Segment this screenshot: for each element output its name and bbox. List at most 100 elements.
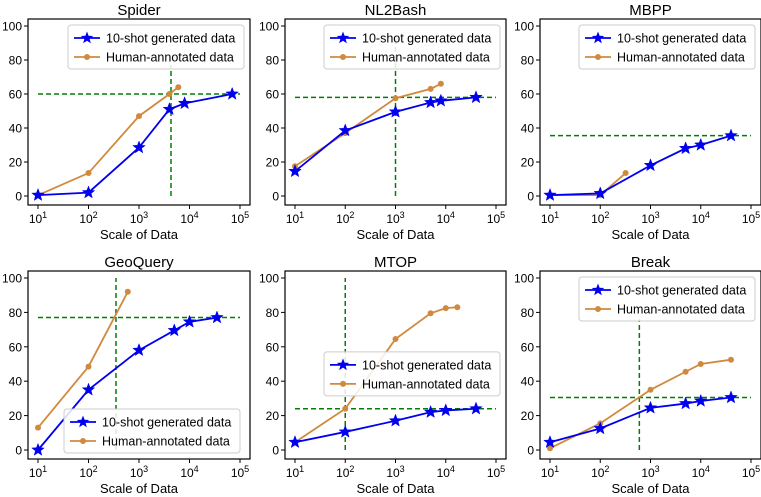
series-line-generated xyxy=(37,93,233,197)
x-tick-label: 104 xyxy=(180,464,198,480)
x-tick-label: 102 xyxy=(79,464,97,480)
data-point-generated xyxy=(438,403,453,417)
x-axis-label: Scale of Data xyxy=(356,481,435,496)
x-tick-label: 104 xyxy=(437,210,455,226)
y-tick-label: 80 xyxy=(9,306,23,320)
data-point-generated xyxy=(81,185,96,199)
data-point-generated xyxy=(132,140,146,154)
legend-box xyxy=(67,24,245,70)
legend-label: Human-annotated data xyxy=(617,303,745,317)
data-point-human xyxy=(697,361,704,367)
data-point-generated xyxy=(31,187,45,201)
x-tick-label: 105 xyxy=(231,210,249,226)
y-tick-label: 40 xyxy=(266,122,280,136)
data-point-generated xyxy=(225,86,240,100)
legend-star-marker xyxy=(591,31,605,44)
y-tick-label: 80 xyxy=(521,306,535,320)
data-point-human xyxy=(547,445,553,452)
legend-circle-marker xyxy=(340,54,346,60)
legend-label: 10-shot generated data xyxy=(106,32,235,46)
y-tick-label: 0 xyxy=(272,444,279,458)
x-tick-label: 105 xyxy=(742,210,760,226)
legend-circle-marker xyxy=(595,54,601,60)
legend-star-marker xyxy=(336,31,350,44)
data-point-generated xyxy=(338,123,353,137)
legend: 10-shot generated data Human-annotated da… xyxy=(578,276,756,322)
x-axis-label: Scale of Data xyxy=(611,227,690,242)
y-tick-label: 40 xyxy=(521,375,535,389)
data-point-generated xyxy=(338,424,353,438)
legend-box xyxy=(323,24,501,70)
legend-box xyxy=(578,276,756,322)
data-point-generated xyxy=(132,343,146,357)
data-point-generated xyxy=(423,404,438,418)
legend-label: Human-annotated data xyxy=(617,51,745,65)
legend: 10-shot generated data Human-annotated da… xyxy=(578,24,756,70)
data-point-generated xyxy=(388,413,403,427)
y-tick-label: 60 xyxy=(9,88,23,102)
x-tick-label: 102 xyxy=(336,464,354,480)
chart-title: GeoQuery xyxy=(104,254,174,271)
data-point-generated xyxy=(434,93,448,107)
data-point-generated xyxy=(31,442,45,456)
series-line-human xyxy=(37,86,179,196)
y-tick-label: 20 xyxy=(9,409,23,423)
x-tick-label: 101 xyxy=(541,210,559,226)
data-point-human xyxy=(427,85,434,92)
data-point-generated xyxy=(724,128,738,142)
data-point-human xyxy=(647,386,654,393)
x-tick-label: 102 xyxy=(591,464,609,480)
y-tick-label: 100 xyxy=(2,20,22,34)
chart-title: MTOP xyxy=(374,254,417,271)
data-point-generated xyxy=(543,187,557,201)
x-tick-label: 103 xyxy=(641,210,659,226)
x-tick-label: 104 xyxy=(437,464,455,480)
y-tick-label: 60 xyxy=(521,88,535,102)
x-axis-label: Scale of Data xyxy=(356,227,435,242)
legend-star-marker xyxy=(80,31,94,44)
x-tick-label: 101 xyxy=(541,464,559,480)
data-point-generated xyxy=(678,396,693,410)
legend-label: 10-shot generated data xyxy=(362,32,491,46)
legend-circle-marker xyxy=(340,380,346,387)
y-tick-label: 0 xyxy=(15,190,22,204)
x-axis-label: Scale of Data xyxy=(611,481,690,496)
chart-title: NL2Bash xyxy=(365,2,427,19)
data-point-generated xyxy=(469,90,483,104)
y-tick-label: 0 xyxy=(527,190,534,204)
series-line-generated xyxy=(549,396,732,444)
y-tick-label: 0 xyxy=(527,444,534,458)
data-point-generated xyxy=(167,323,182,337)
data-point-human xyxy=(35,424,41,431)
data-point-human xyxy=(682,368,689,375)
x-tick-label: 105 xyxy=(487,464,505,480)
legend-box xyxy=(323,351,501,397)
y-tick-label: 80 xyxy=(521,54,535,68)
data-point-generated xyxy=(210,310,224,324)
y-tick-label: 20 xyxy=(521,156,535,170)
y-tick-label: 60 xyxy=(521,340,535,354)
legend: 10-shot generated data Human-annotated da… xyxy=(323,351,501,397)
x-tick-label: 104 xyxy=(180,210,198,226)
x-tick-label: 104 xyxy=(692,210,710,226)
series-line-human xyxy=(549,358,732,450)
data-point-human xyxy=(342,405,349,412)
x-tick-label: 101 xyxy=(29,210,47,226)
x-tick-label: 103 xyxy=(641,464,659,480)
y-tick-label: 40 xyxy=(266,375,280,389)
chart-panel-nl2bash: NL2Bash 0 20 40 60 80 100 101 102 103 104 105 Scale … xyxy=(259,2,507,242)
x-tick-label: 104 xyxy=(692,464,710,480)
series-line-human xyxy=(37,291,129,429)
data-point-human xyxy=(124,288,131,295)
data-point-generated xyxy=(543,435,557,449)
data-point-human xyxy=(175,84,182,91)
x-tick-label: 102 xyxy=(336,210,354,226)
series-line-human xyxy=(550,172,627,197)
legend-label: Human-annotated data xyxy=(362,51,490,65)
data-point-generated xyxy=(643,158,658,172)
data-point-generated xyxy=(724,390,738,404)
x-tick-label: 105 xyxy=(487,210,505,226)
data-point-human xyxy=(437,80,444,87)
x-tick-label: 105 xyxy=(742,464,760,480)
legend-box xyxy=(578,24,756,70)
